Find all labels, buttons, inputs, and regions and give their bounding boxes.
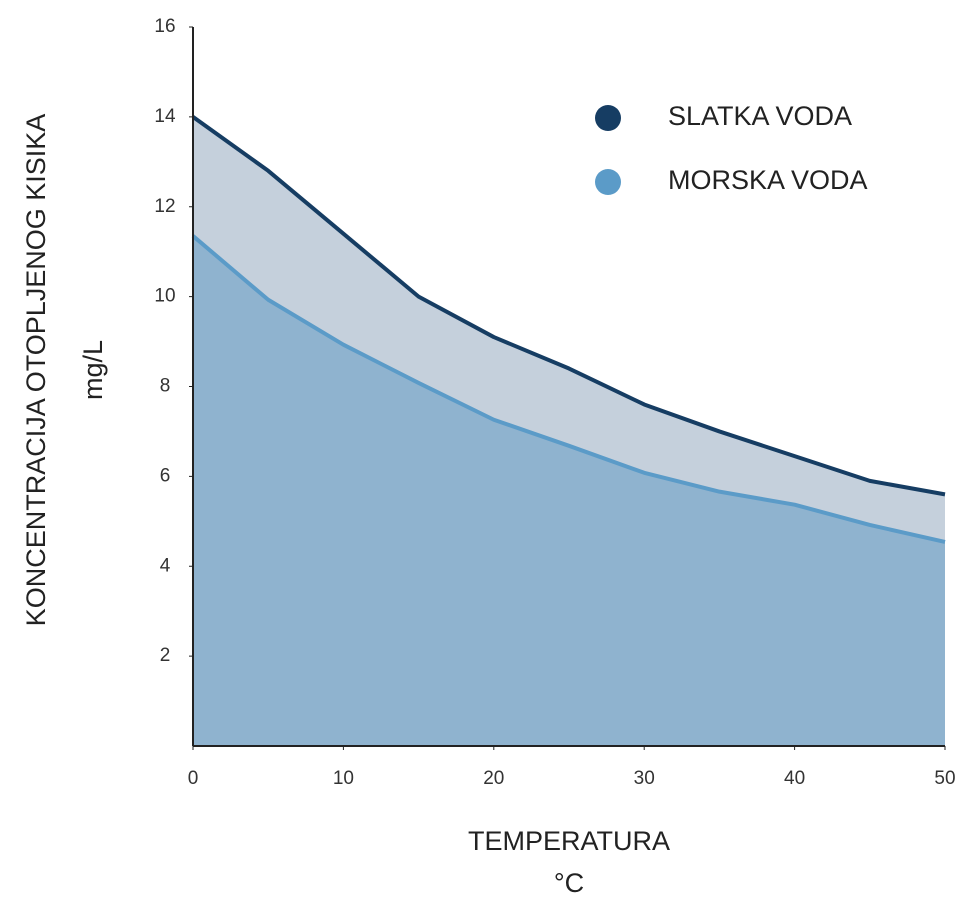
x-axis-unit: °C <box>554 868 584 898</box>
y-tick-label: 4 <box>160 555 171 576</box>
y-tick-label: 2 <box>160 645 171 666</box>
x-tick-label: 10 <box>333 768 354 789</box>
legend-label: MORSKA VODA <box>668 165 868 195</box>
x-tick-label: 40 <box>784 768 805 789</box>
line <box>191 234 946 544</box>
y-axis-label: KONCENTRACIJA OTOPLJENOG KISIKA <box>21 114 51 627</box>
legend-marker <box>595 169 621 195</box>
y-tick-label: 14 <box>154 106 176 127</box>
x-tick-label: 20 <box>483 768 504 789</box>
y-tick-label: 6 <box>160 465 171 486</box>
x-axis-label: TEMPERATURA <box>468 826 670 856</box>
legend-marker <box>595 105 621 131</box>
y-tick-label: 8 <box>160 376 171 397</box>
legend-label: SLATKA VODA <box>668 101 852 131</box>
area <box>193 235 945 746</box>
y-axis-unit: mg/L <box>78 340 108 400</box>
line <box>191 115 946 497</box>
x-tick-label: 0 <box>188 768 199 789</box>
x-tick-label: 50 <box>934 768 955 789</box>
y-tick-label: 16 <box>154 16 175 37</box>
x-tick-label: 30 <box>634 768 655 789</box>
y-tick-label: 10 <box>154 286 175 307</box>
y-tick-label: 12 <box>154 196 175 217</box>
